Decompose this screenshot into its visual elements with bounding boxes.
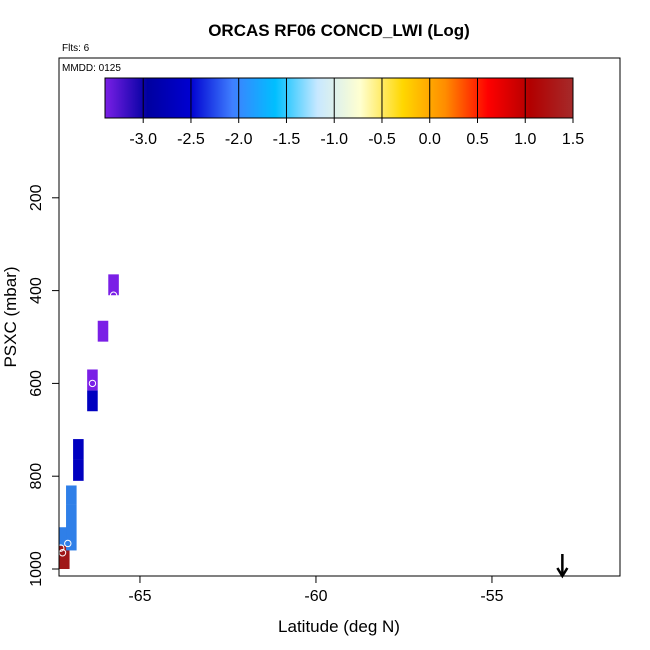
data-cell — [87, 390, 98, 412]
colorbar-tick-label: -3.0 — [129, 131, 157, 148]
colorbar-tick-label: -0.5 — [368, 131, 396, 148]
x-tick-label: -55 — [480, 588, 503, 605]
data-cell — [59, 527, 70, 546]
data-cell — [73, 459, 84, 481]
y-tick-label: 1000 — [28, 551, 45, 587]
colorbar-tick-label: 0.0 — [419, 131, 441, 148]
data-cell — [73, 439, 84, 460]
colorbar-tick-label: -1.5 — [273, 131, 301, 148]
data-point — [109, 291, 118, 299]
data-cell — [97, 320, 109, 342]
x-tick-label: -65 — [128, 588, 151, 605]
y-tick-label: 200 — [28, 184, 45, 211]
x-axis: -65 -60 -55 — [128, 575, 504, 605]
colorbar-tick-label: -2.5 — [177, 131, 205, 148]
data-point — [64, 539, 72, 548]
date-label: MMDD: 0125 — [62, 63, 121, 74]
colorbar-gradient — [104, 77, 574, 119]
y-tick-label: 600 — [28, 370, 45, 397]
flights-label: Flts: 6 — [62, 43, 90, 54]
chart-title: ORCAS RF06 CONCD_LWI (Log) — [208, 21, 470, 40]
colorbar-tick-label: -1.0 — [320, 131, 348, 148]
data-point — [57, 544, 65, 552]
y-tick-label: 800 — [28, 463, 45, 490]
colorbar-tick-label: 0.5 — [466, 131, 488, 148]
colorbar-tick-label: 1.5 — [562, 131, 584, 148]
data-cell — [66, 485, 77, 505]
y-axis-label: PSXC (mbar) — [1, 266, 20, 367]
data-cell — [59, 545, 70, 569]
data-cells — [59, 274, 119, 569]
data-cell — [66, 504, 77, 551]
down-arrow-icon — [556, 554, 569, 579]
data-cell — [108, 274, 119, 296]
colorbar — [104, 77, 574, 119]
y-axis: 200 400 600 800 1000 — [28, 184, 60, 587]
y-tick-label: 400 — [28, 277, 45, 304]
x-tick-label: -60 — [304, 588, 327, 605]
data-point — [88, 379, 97, 388]
x-axis-label: Latitude (deg N) — [278, 617, 400, 636]
colorbar-tick-label: -2.0 — [225, 131, 253, 148]
colorbar-ticks: -3.0 -2.5 -2.0 -1.5 -1.0 -0.5 0.0 0.5 1.0 1.5 — [129, 78, 584, 148]
colorbar-tick-label: 1.0 — [514, 131, 536, 148]
arrow-head — [556, 567, 569, 579]
